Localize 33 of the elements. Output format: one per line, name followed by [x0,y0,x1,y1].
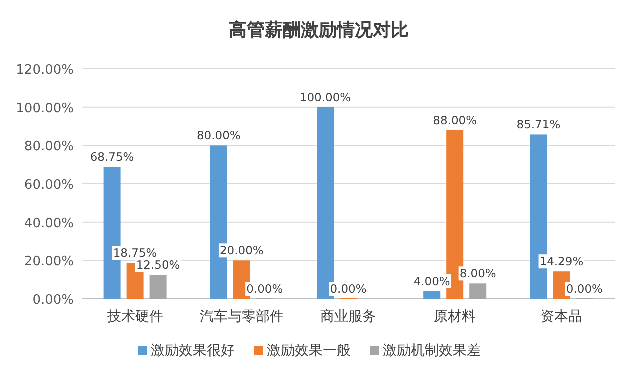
data-label: 14.29% [540,254,584,269]
data-label: 88.00% [433,113,478,128]
y-tick-label: 100.00% [16,101,74,116]
y-tick-label: 80.00% [24,140,74,155]
data-label: 4.00% [414,274,450,288]
data-label: 20.00% [220,244,264,258]
data-label: 8.00% [460,266,496,281]
x-tick-label: 商业服务 [320,309,376,325]
y-tick-label: 20.00% [24,254,74,270]
x-tick-label: 资本品 [540,309,583,325]
x-tick-label: 汽车与零部件 [200,309,284,325]
data-label: 0.00% [246,282,284,296]
bar [470,284,487,299]
data-label: 80.00% [196,128,241,143]
y-tick-label: 0.00% [32,293,74,308]
data-label: 12.50% [136,258,180,272]
data-label: 0.00% [330,282,367,296]
y-tick-label: 120.00% [16,63,74,78]
bar [150,275,167,299]
data-label: 18.75% [113,246,158,260]
bar [424,291,441,299]
x-tick-label: 原材料 [434,309,476,325]
legend-label: 激励效果很好 [151,343,235,359]
data-label: 0.00% [566,282,604,296]
data-label: 68.75% [90,150,134,164]
y-tick-label: 60.00% [24,178,74,193]
data-label: 85.71% [516,118,561,132]
legend-label: 激励效果一般 [267,343,351,359]
data-label: 100.00% [300,90,352,104]
y-tick-label: 40.00% [24,216,74,232]
x-tick-label: 技术硬件 [106,309,164,325]
chart-title: 高管薪酬激励情况对比 [229,20,409,41]
legend-label: 激励机制效果差 [383,343,481,359]
